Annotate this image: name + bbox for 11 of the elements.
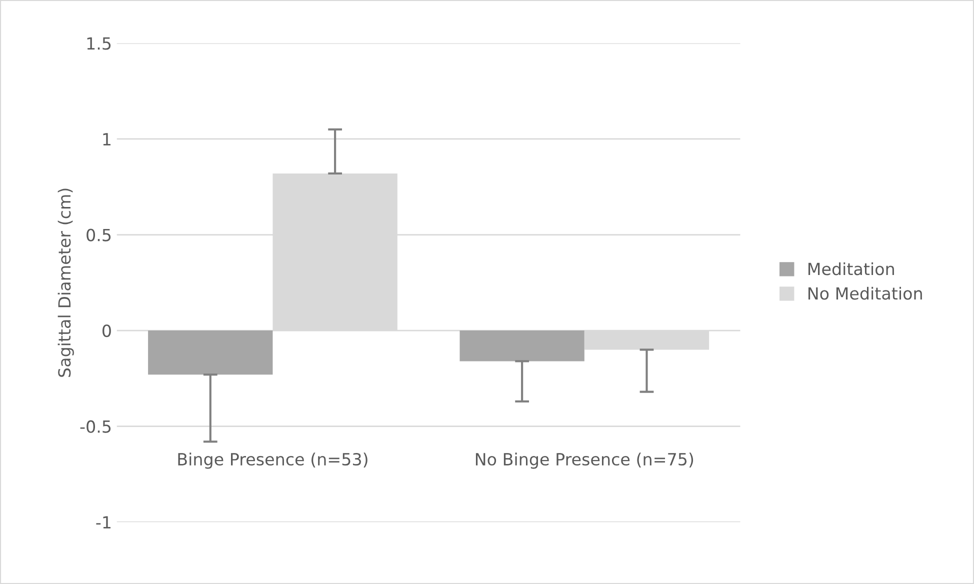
- legend-label: No Meditation: [808, 286, 922, 300]
- y-tick-label: 0.5: [86, 228, 111, 242]
- y-tick-label: 1: [103, 133, 110, 146]
- y-tick-label: 0: [102, 324, 111, 338]
- x-tick-label: No Binge Presence (n=75): [476, 452, 694, 469]
- legend-label: Meditation: [808, 262, 894, 276]
- y-tick-label: 1.5: [87, 37, 111, 50]
- y-tick-label: -1: [96, 516, 110, 528]
- x-tick-label: Binge Presence (n=53): [178, 452, 368, 469]
- y-tick-label: -0.5: [80, 420, 111, 433]
- y-axis-title: Sagittal Diameter (cm): [58, 188, 74, 377]
